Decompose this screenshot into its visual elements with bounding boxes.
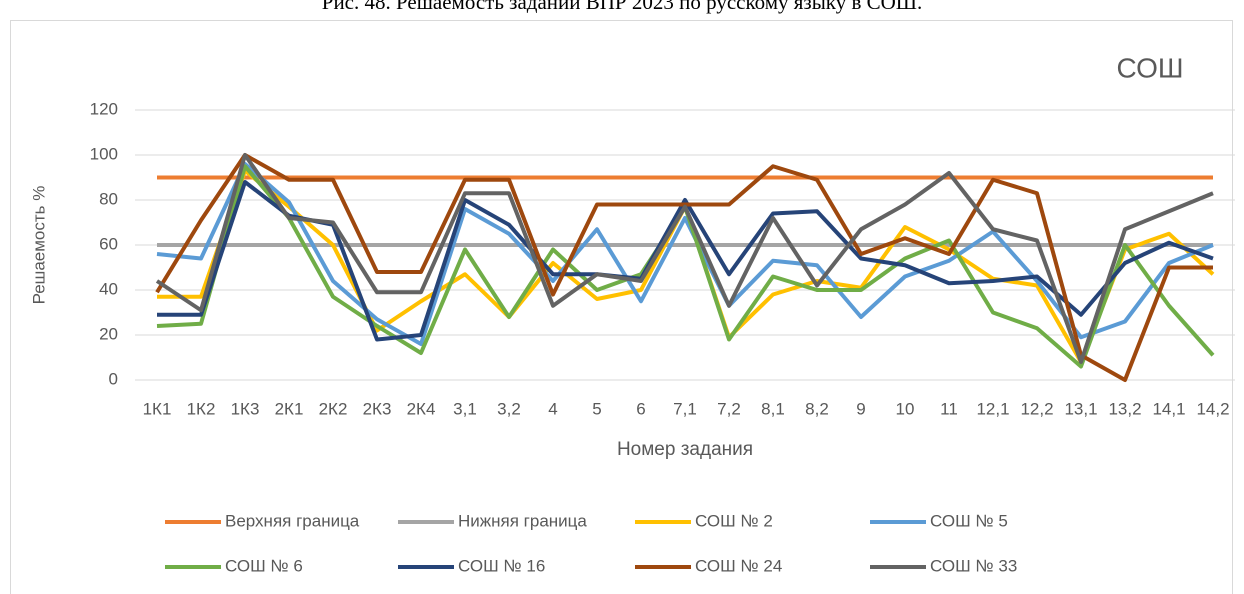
legend-label: Верхняя граница	[225, 511, 360, 530]
legend-label: СОШ № 5	[930, 511, 1008, 530]
x-tick-label: 13,1	[1064, 399, 1097, 418]
x-tick-label: 1К2	[187, 399, 216, 418]
legend-label: СОШ № 16	[458, 556, 545, 575]
x-tick-label: 7,2	[717, 399, 741, 418]
y-tick-label: 60	[99, 234, 118, 253]
x-tick-label: 8,2	[805, 399, 829, 418]
series-line	[156, 164, 1215, 369]
x-tick-label: 6	[636, 399, 645, 418]
chart-frame	[10, 20, 1233, 594]
x-tick-label: 1К3	[231, 399, 260, 418]
legend-label: СОШ № 24	[695, 556, 782, 575]
series-line	[155, 153, 1213, 382]
x-tick-label: 13,2	[1108, 399, 1141, 418]
x-tick-label: 2К1	[275, 399, 304, 418]
x-tick-label: 14,1	[1152, 399, 1185, 418]
legend-label: СОШ № 2	[695, 511, 773, 530]
series-line	[155, 153, 1214, 364]
x-tick-label: 5	[592, 399, 601, 418]
x-tick-label: 4	[548, 399, 557, 418]
legend-label: СОШ № 33	[930, 556, 1017, 575]
y-axis-label: Решаемость %	[29, 186, 48, 305]
series-line	[156, 162, 1214, 346]
y-tick-label: 40	[99, 279, 118, 298]
x-tick-label: 9	[856, 399, 865, 418]
y-tick-label: 0	[109, 369, 118, 388]
x-tick-label: 8,1	[761, 399, 785, 418]
y-tick-label: 80	[99, 189, 118, 208]
x-tick-label: 1К1	[143, 399, 172, 418]
chart-title: СОШ	[1116, 52, 1183, 83]
x-tick-label: 14,2	[1196, 399, 1229, 418]
x-tick-label: 3,1	[453, 399, 477, 418]
caption: Рис. 48. Решаемость заданий ВПР 2023 по …	[322, 0, 922, 14]
x-tick-label: 2К3	[363, 399, 392, 418]
x-axis-label: Номер задания	[617, 439, 753, 460]
x-tick-label: 2К2	[319, 399, 348, 418]
x-tick-label: 10	[896, 399, 915, 418]
y-tick-label: 20	[99, 324, 118, 343]
x-tick-label: 3,2	[497, 399, 521, 418]
x-tick-label: 12,1	[976, 399, 1009, 418]
y-tick-label: 120	[90, 99, 118, 118]
y-tick-label: 100	[90, 144, 118, 163]
legend-label: СОШ № 6	[225, 556, 303, 575]
x-tick-label: 2К4	[407, 399, 436, 418]
x-tick-label: 7,1	[673, 399, 697, 418]
legend-label: Нижняя граница	[458, 511, 587, 530]
x-tick-label: 12,2	[1020, 399, 1053, 418]
x-tick-label: 11	[940, 399, 958, 418]
